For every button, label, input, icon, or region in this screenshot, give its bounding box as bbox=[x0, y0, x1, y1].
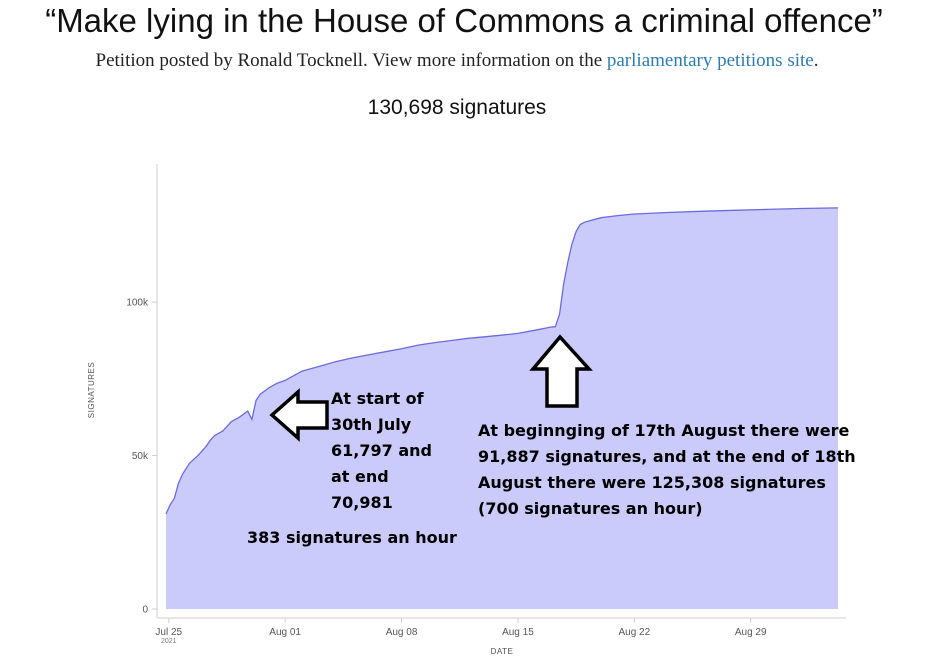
x-tick-label: Aug 15 bbox=[502, 627, 534, 638]
annotation-17th-august: At beginnging of 17th August there were … bbox=[478, 418, 856, 522]
annotation-line: At start of bbox=[331, 389, 424, 408]
byline-suffix: . bbox=[813, 50, 819, 71]
y-tick-label: 0 bbox=[142, 605, 148, 616]
annotation-line: 91,887 signatures, and at the end of 18t… bbox=[478, 447, 856, 466]
annotation-arrows bbox=[269, 334, 593, 442]
x-tick-label: Jul 25 bbox=[155, 627, 182, 638]
x-tick-label: Aug 08 bbox=[386, 627, 418, 638]
x-tick-label: Aug 22 bbox=[618, 627, 650, 638]
up-arrow-icon bbox=[529, 334, 593, 408]
annotation-line: 30th July bbox=[331, 415, 412, 434]
annotation-rate-july: 383 signatures an hour bbox=[247, 525, 457, 551]
annotation-line: 70,981 bbox=[331, 493, 393, 512]
annotation-line: at end bbox=[331, 467, 389, 486]
annotation-line: 383 signatures an hour bbox=[247, 528, 457, 547]
y-tick-label: 50k bbox=[132, 451, 149, 462]
series-line bbox=[165, 207, 839, 515]
series-area bbox=[166, 207, 838, 609]
y-axis-label: SIGNATURES bbox=[87, 362, 96, 418]
x-tick-sublabel: 2021 bbox=[161, 638, 177, 645]
signature-count: 130,698 signatures bbox=[367, 96, 547, 119]
x-tick-label: Aug 01 bbox=[269, 627, 301, 638]
chart-plot-area bbox=[165, 207, 839, 609]
x-tick-label: Aug 29 bbox=[735, 627, 767, 638]
left-arrow-icon bbox=[269, 388, 329, 442]
annotation-30th-july: At start of 30th July 61,797 and at end … bbox=[331, 386, 432, 516]
byline-prefix: Petition posted by Ronald Tocknell. View… bbox=[95, 50, 607, 71]
petitions-site-link[interactable]: parliamentary petitions site bbox=[606, 50, 814, 71]
annotation-line: At beginnging of 17th August there were bbox=[478, 421, 850, 440]
petition-byline: Petition posted by Ronald Tocknell. View… bbox=[0, 50, 914, 72]
annotation-line: (700 signatures an hour) bbox=[478, 499, 703, 518]
page-title: “Make lying in the House of Commons a cr… bbox=[45, 2, 883, 39]
annotation-line: 61,797 and bbox=[331, 441, 432, 460]
annotation-line: August there were 125,308 signatures bbox=[478, 473, 826, 492]
x-axis-label: DATE bbox=[491, 647, 514, 656]
y-tick-label: 100k bbox=[126, 298, 149, 309]
